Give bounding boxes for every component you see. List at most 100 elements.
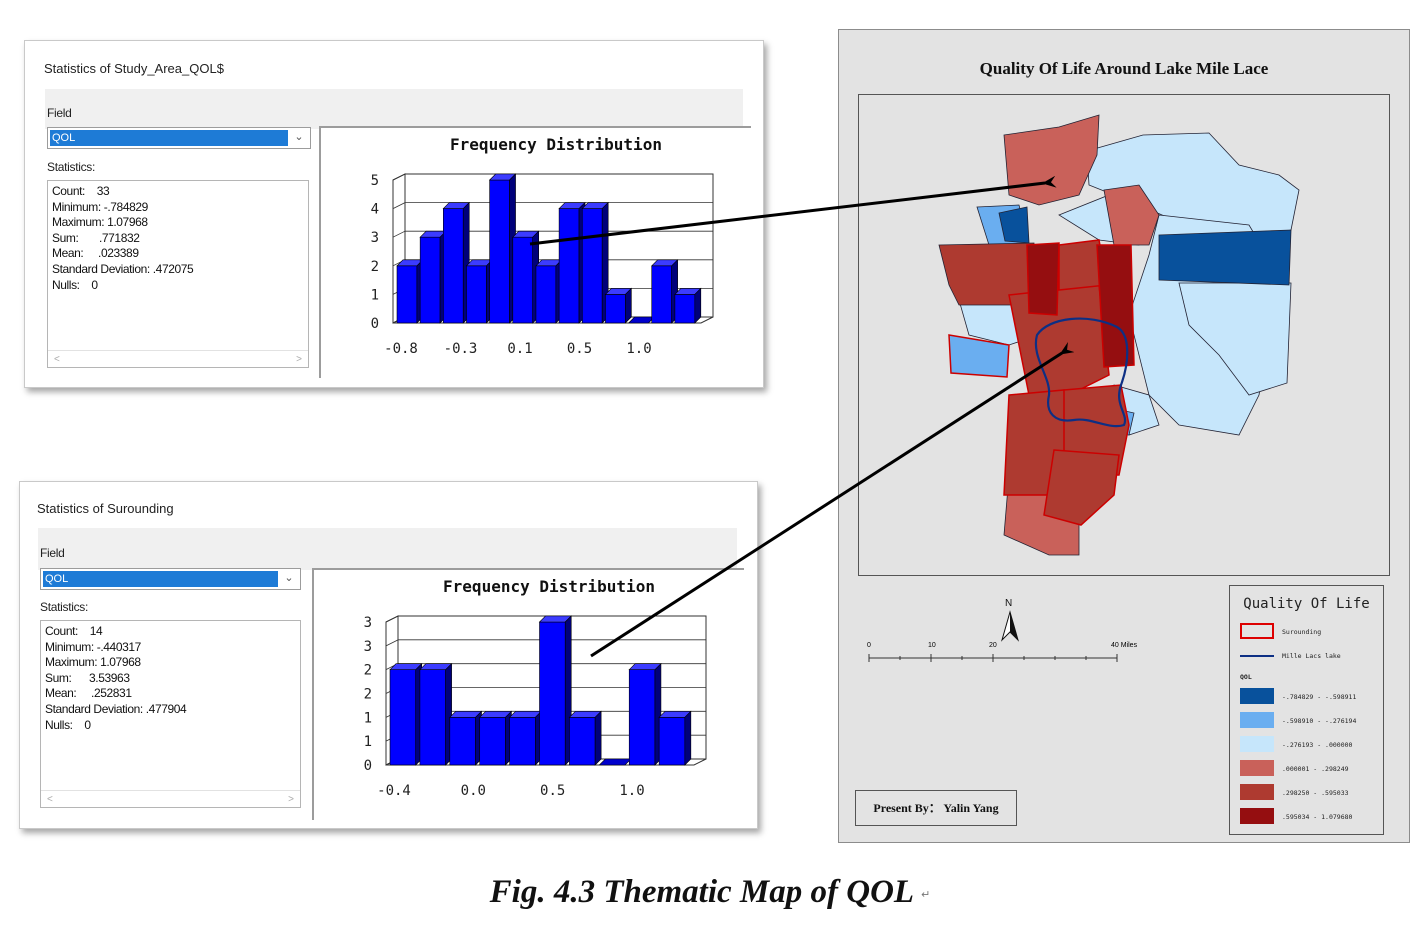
histogram-bar [396,259,424,324]
histogram-bar [604,287,633,324]
legend-swatch-class-4 [1240,760,1274,776]
stat-nulls: Nulls: 0 [52,277,98,292]
histogram-bar [651,259,679,324]
histogram-bar [538,615,572,766]
scale-label-20: 20 [989,642,997,649]
statistics-list[interactable]: Count: 33 Minimum: -.784829 Maximum: 1.0… [47,180,309,368]
field-dropdown-value: QOL [50,130,288,146]
histogram-bar [465,259,494,324]
histogram-bar [535,259,563,324]
histogram-bar [478,710,513,766]
statistics-label: Statistics: [47,160,96,174]
presented-by-box: Present By： Yalin Yang [855,790,1017,826]
legend-swatch-class-5 [1240,784,1274,800]
x-tick-label: 0.5 [540,783,565,799]
y-tick-label: 3 [364,639,372,655]
horizontal-scrollbar[interactable]: < > [41,790,300,807]
statistics-list[interactable]: Count: 14 Minimum: -.440317 Maximum: 1.0… [40,620,301,808]
legend-label-class-2: -.598910 - -.276194 [1282,717,1357,725]
scale-bar: 0 10 20 40 Miles [867,642,1137,664]
field-dropdown[interactable]: QOL ⌄ [40,568,301,590]
y-tick-label: 1 [364,710,372,726]
map-legend: Quality Of Life Surounding Mille Lacs la… [1229,585,1384,835]
histogram-bar [598,758,632,766]
x-tick-label: 0.0 [461,783,486,799]
gridline [392,173,406,181]
scroll-right-icon[interactable]: > [288,794,294,805]
y-tick-label: 0 [371,316,379,332]
y-tick-label: 2 [364,663,372,679]
scroll-left-icon[interactable]: < [47,794,53,805]
x-tick-label: 1.0 [626,341,651,357]
caption-text: Fig. 4.3 Thematic Map of QOL [489,874,913,910]
paragraph-mark: ↵ [921,888,931,901]
gridline [385,639,399,647]
histogram-bar [449,710,483,766]
choropleth-map [938,114,1300,556]
horizontal-scrollbar[interactable]: < > [48,350,308,367]
legend-field-label: QOL [1240,673,1252,681]
legend-swatch-class-3 [1240,736,1274,752]
stat-maximum: Maximum: 1.07968 [52,215,148,230]
statistics-dialog-surrounding: Statistics of Surounding Field QOL ⌄ Sta… [19,481,758,829]
map-title: Quality Of Life Around Lake Mile Lace [979,59,1269,78]
legend-swatch-class-2 [1240,712,1274,728]
stat-count: Count: 14 [45,624,103,638]
y-tick-label: 5 [371,173,379,189]
x-tick-label: 1.0 [619,783,644,799]
chevron-down-icon[interactable]: ⌄ [294,131,304,143]
y-tick-label: 2 [371,259,379,275]
field-label: Field [47,106,72,120]
scroll-left-icon[interactable]: < [54,354,60,365]
field-label: Field [40,546,65,560]
chevron-down-icon[interactable]: ⌄ [284,572,294,584]
histogram-bar [508,710,543,766]
legend-swatch-surrounding [1240,623,1274,639]
field-dropdown[interactable]: QOL ⌄ [47,127,311,149]
north-arrow-icon [1000,610,1020,642]
histogram-bar [568,710,602,766]
histogram-bar [419,230,447,324]
north-arrow: N [999,598,1021,644]
tract-region [1158,229,1292,286]
legend-label-class-3: -.276193 - .000000 [1282,741,1353,749]
y-tick-label: 3 [371,230,379,246]
legend-swatch-class-6 [1240,808,1274,824]
tract-region [1008,284,1110,396]
scale-label-40: 40 Miles [1111,642,1138,649]
legend-label-surrounding: Surounding [1282,628,1322,636]
tract-region [1103,184,1160,246]
legend-label-class-5: .298250 - .595033 [1282,789,1349,797]
y-tick-label: 2 [364,687,372,703]
legend-swatch-class-1 [1240,688,1274,704]
stat-std-dev: Standard Deviation: .477904 [45,701,187,716]
histogram-chart: Frequency Distribution 0 1 1 2 2 3 3 -0.4 0.0 0.5 1… [364,577,707,799]
legend-label-lake: Mille Lacs lake [1282,652,1341,660]
histogram-bar [581,201,609,324]
tract-region [1026,242,1060,316]
x-tick-label: -0.3 [444,341,478,357]
histogram-bar [658,710,692,766]
histogram-bar [558,201,586,324]
stat-mean: Mean: .023389 [52,246,139,261]
histogram-bar [674,287,702,324]
x-tick-label: -0.8 [384,341,418,357]
histogram-panel: Frequency Distribution 0 1 2 3 4 5 -0.8 -0.3 0.1 0… [319,126,751,378]
gridline [385,615,399,623]
histogram-panel: Frequency Distribution 0 1 1 2 2 3 3 -0.4 0.0 0.5 1… [312,568,744,820]
field-dropdown-value: QOL [43,571,278,587]
x-tick-label: 0.5 [567,341,592,357]
legend-label-class-1: -.784829 - -.598911 [1282,693,1357,701]
map-data-frame[interactable] [858,94,1390,576]
stat-sum: Sum: .771832 [52,230,140,245]
toolbar-strip [38,528,737,570]
stat-nulls: Nulls: 0 [45,717,91,732]
stat-minimum: Minimum: -.784829 [52,199,148,214]
statistics-dialog-study-area: Statistics of Study_Area_QOL$ Field QOL … [24,40,764,388]
scroll-right-icon[interactable]: > [296,354,302,365]
histogram-bar [389,662,423,766]
chart-title: Frequency Distribution [443,577,655,596]
legend-label-class-4: .000001 - .298249 [1282,765,1349,773]
histogram-chart: Frequency Distribution 0 1 2 3 4 5 -0.8 -0.3 0.1 0… [371,135,714,357]
tract-region [1043,449,1120,526]
